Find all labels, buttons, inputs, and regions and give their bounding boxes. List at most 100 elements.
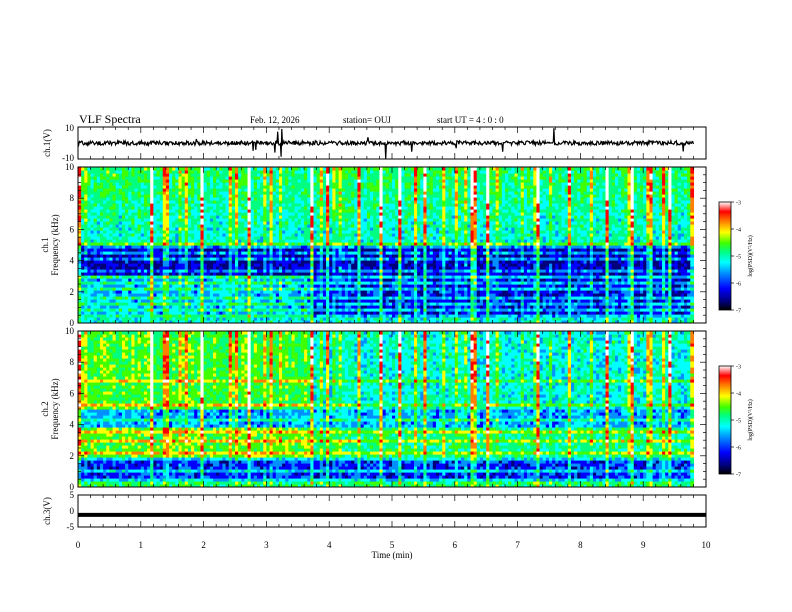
- spectrogram-cell: [175, 179, 180, 183]
- spectrogram-cell: [134, 221, 139, 225]
- spectrogram-cell: [200, 221, 205, 225]
- spectrogram-cell: [332, 230, 337, 234]
- spectrogram-cell: [147, 284, 151, 288]
- spectrogram-cell: [354, 272, 359, 276]
- spectrogram-cell: [187, 221, 192, 225]
- spectrogram-cell: [316, 305, 321, 309]
- spectrogram-cell: [181, 284, 186, 288]
- spectrogram-cell: [222, 308, 227, 312]
- spectrogram-cell: [153, 230, 158, 234]
- spectrogram-cell: [247, 167, 252, 171]
- spectrogram-cell: [272, 182, 277, 186]
- spectrogram-cell: [244, 257, 249, 261]
- spectrogram-cell: [90, 188, 95, 192]
- spectrogram-cell: [282, 245, 286, 249]
- spectrogram-cell: [275, 305, 280, 309]
- spectrogram-cell: [115, 281, 120, 285]
- spectrogram-cell: [360, 284, 365, 288]
- spectrogram-cell: [112, 167, 117, 171]
- spectrogram-cell: [156, 230, 161, 234]
- spectrogram-cell: [288, 269, 293, 273]
- spectrogram-cell: [370, 278, 374, 282]
- spectrogram-cell: [222, 317, 227, 321]
- spectrogram-cell: [360, 182, 365, 186]
- spectrogram-cell: [341, 215, 346, 219]
- spectrogram-cell: [162, 302, 167, 306]
- spectrogram-cell: [313, 317, 318, 321]
- spectrogram-cell: [360, 212, 365, 216]
- spectrogram-cell: [137, 179, 142, 183]
- spectrogram-cell: [260, 263, 264, 267]
- spectrogram-cell: [178, 185, 183, 189]
- spectrogram-cell: [329, 287, 333, 291]
- spectrogram-cell: [297, 248, 302, 252]
- spectrogram-cell: [253, 197, 258, 201]
- spectrogram-cell: [263, 173, 267, 177]
- spectrogram-cell: [329, 266, 333, 270]
- spectrogram-cell: [159, 284, 164, 288]
- spectrogram-cell: [231, 260, 236, 264]
- spectrogram-cell: [310, 290, 315, 294]
- spectrogram-cell: [294, 170, 299, 174]
- spectrogram-cell: [256, 209, 261, 213]
- spectrogram-cell: [84, 245, 89, 249]
- spectrogram-cell: [165, 221, 170, 225]
- spectrogram-cell: [175, 275, 180, 279]
- spectrogram-cell: [322, 212, 327, 216]
- spectrogram-cell: [354, 302, 359, 306]
- spectrogram-cell: [150, 227, 154, 231]
- spectrogram-cell: [363, 275, 368, 279]
- spectrogram-cell: [93, 188, 98, 192]
- spectrogram-cell: [150, 212, 154, 216]
- spectrogram-cell: [125, 269, 129, 273]
- spectrogram-cell: [231, 311, 236, 315]
- spectrogram-cell: [263, 191, 267, 195]
- spectrogram-cell: [241, 275, 246, 279]
- spectrogram-cell: [200, 239, 205, 243]
- spectrogram-cell: [332, 224, 337, 228]
- spectrogram-cell: [109, 272, 114, 276]
- spectrogram-cell: [99, 299, 104, 303]
- spectrogram-cell: [344, 251, 349, 255]
- spectrogram-cell: [307, 299, 311, 303]
- spectrogram-cell: [238, 233, 242, 237]
- spectrogram-cell: [222, 284, 227, 288]
- spectrogram-cell: [360, 242, 365, 246]
- spectrogram-cell: [209, 302, 214, 306]
- spectrogram-cell: [294, 281, 299, 285]
- spectrogram-cell: [344, 299, 349, 303]
- spectrogram-cell: [294, 308, 299, 312]
- spectrogram-cell: [81, 248, 85, 252]
- spectrogram-cell: [253, 188, 258, 192]
- spectrogram-cell: [219, 167, 224, 171]
- spectrogram-cell: [304, 293, 308, 297]
- spectrogram-cell: [209, 251, 214, 255]
- spectrogram-cell: [109, 221, 114, 225]
- spectrogram-cell: [366, 170, 371, 174]
- spectrogram-cell: [285, 200, 289, 204]
- spectrogram-cell: [191, 299, 195, 303]
- spectrogram-cell: [351, 263, 355, 267]
- spectrogram-cell: [291, 206, 296, 210]
- spectrogram-cell: [131, 299, 136, 303]
- spectrogram-cell: [165, 245, 170, 249]
- spectrogram-cell: [137, 278, 142, 282]
- spectrogram-cell: [282, 263, 286, 267]
- spectrogram-cell: [137, 176, 142, 180]
- spectrogram-cell: [332, 173, 337, 177]
- spectrogram-cell: [266, 254, 271, 258]
- spectrogram-cell: [162, 230, 167, 234]
- spectrogram-cell: [322, 191, 327, 195]
- spectrogram-cell: [209, 308, 214, 312]
- spectrogram-cell: [206, 302, 211, 306]
- spectrogram-cell: [294, 317, 299, 321]
- spectrogram-cell: [354, 221, 359, 225]
- spectrogram-cell: [307, 242, 311, 246]
- spectrogram-cell: [256, 278, 261, 282]
- spectrogram-cell: [187, 272, 192, 276]
- spectrogram-cell: [228, 212, 233, 216]
- spectrogram-cell: [140, 278, 145, 282]
- spectrogram-cell: [206, 254, 211, 258]
- spectrogram-cell: [235, 257, 239, 261]
- spectrogram-cell: [156, 188, 161, 192]
